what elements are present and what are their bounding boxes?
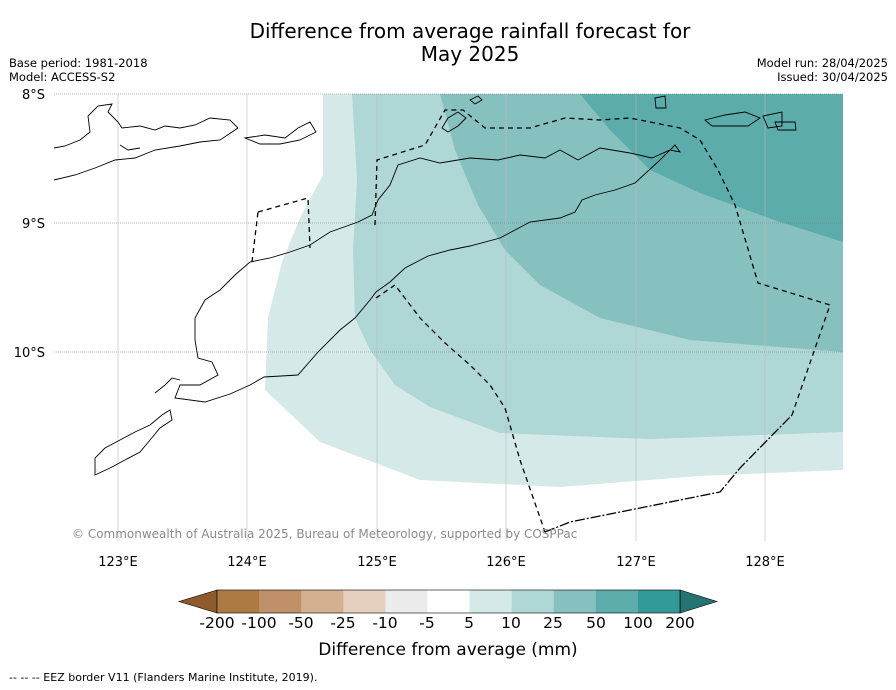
colorbar — [177, 589, 719, 614]
eez-footnote: -- -- -- EEZ border V11 (Flanders Marine… — [9, 671, 318, 684]
colorbar-label: -100 — [241, 614, 277, 632]
meta-left: Base period: 1981-2018 Model: ACCESS-S2 — [9, 56, 148, 84]
sumba-coastline — [94, 409, 173, 476]
colorbar-swatch — [595, 590, 639, 613]
colorbar-swatch — [259, 590, 302, 613]
colorbar-label: 50 — [586, 614, 606, 632]
lon-tick-label: 128°E — [745, 555, 785, 570]
colorbar-label: -5 — [419, 614, 435, 632]
colorbar-swatch — [553, 590, 597, 613]
colorbar-swatch — [343, 590, 386, 613]
colorbar-label: 200 — [665, 614, 695, 632]
colorbar-label: -25 — [330, 614, 356, 632]
colorbar-label: 5 — [464, 614, 474, 632]
lon-tick-label: 125°E — [357, 555, 397, 570]
rainfall-contours — [265, 94, 843, 487]
dutch-islet-coastline — [469, 95, 483, 105]
colorbar-swatch — [469, 590, 513, 613]
pantar-coastline — [119, 144, 141, 151]
title-line-2: May 2025 — [420, 42, 520, 66]
leti-coastline — [654, 95, 667, 109]
lon-tick-label: 127°E — [616, 555, 656, 570]
lat-tick-label: 9°S — [22, 217, 45, 232]
lon-tick-label: 126°E — [486, 555, 526, 570]
colorbar-swatch — [301, 590, 344, 613]
issued-text: Issued: 30/04/2025 — [777, 70, 888, 84]
base-period-text: Base period: 1981-2018 — [9, 56, 148, 70]
lat-tick-labels: 8°S 9°S 10°S — [14, 88, 45, 361]
moa-coastline — [762, 111, 783, 129]
colorbar-swatch — [385, 590, 428, 613]
colorbar-swatch — [638, 590, 681, 613]
lon-tick-labels: 123°E 124°E 125°E 126°E 127°E 128°E — [98, 555, 785, 570]
colorbar-label: -200 — [199, 614, 235, 632]
wetar-coastline — [441, 111, 467, 133]
model-run-text: Model run: 28/04/2025 — [756, 56, 888, 70]
babar-coastline — [704, 111, 761, 127]
colorbar-frame — [216, 589, 681, 614]
colorbar-label: 25 — [543, 614, 563, 632]
colorbar-swatch — [511, 590, 555, 613]
model-text: Model: ACCESS-S2 — [9, 70, 116, 84]
kisar-coastline — [774, 121, 797, 131]
colorbar-swatch — [217, 590, 260, 613]
rote-coastline — [154, 377, 181, 394]
title-line-1: Difference from average rainfall forecas… — [249, 19, 691, 43]
alor-coastline — [243, 121, 317, 145]
lat-tick-label: 8°S — [22, 88, 45, 103]
eez-border — [251, 109, 831, 533]
contour-50-100 — [580, 94, 843, 242]
lat-tick-label: 10°S — [14, 346, 45, 361]
copyright-text: © Commonwealth of Australia 2025, Bureau… — [72, 527, 578, 541]
colorbar-extend-low — [177, 589, 218, 614]
colorbar-label: -10 — [372, 614, 398, 632]
meta-right: Model run: 28/04/2025 Issued: 30/04/2025 — [757, 56, 888, 84]
flores-east-coastline — [53, 103, 239, 181]
lon-tick-label: 123°E — [98, 555, 138, 570]
gridlines — [54, 93, 843, 541]
colorbar-title: Difference from average (mm) — [318, 640, 578, 660]
timor-coastline — [174, 144, 682, 403]
colorbar-label: -50 — [288, 614, 314, 632]
lon-tick-label: 124°E — [227, 555, 267, 570]
chart-title: Difference from average rainfall forecas… — [0, 20, 896, 66]
colorbar-label: 100 — [623, 614, 653, 632]
colorbar-extend-high — [679, 589, 719, 614]
colorbar-swatch — [427, 590, 471, 613]
colorbar-label: 10 — [501, 614, 521, 632]
coastlines — [53, 95, 797, 476]
